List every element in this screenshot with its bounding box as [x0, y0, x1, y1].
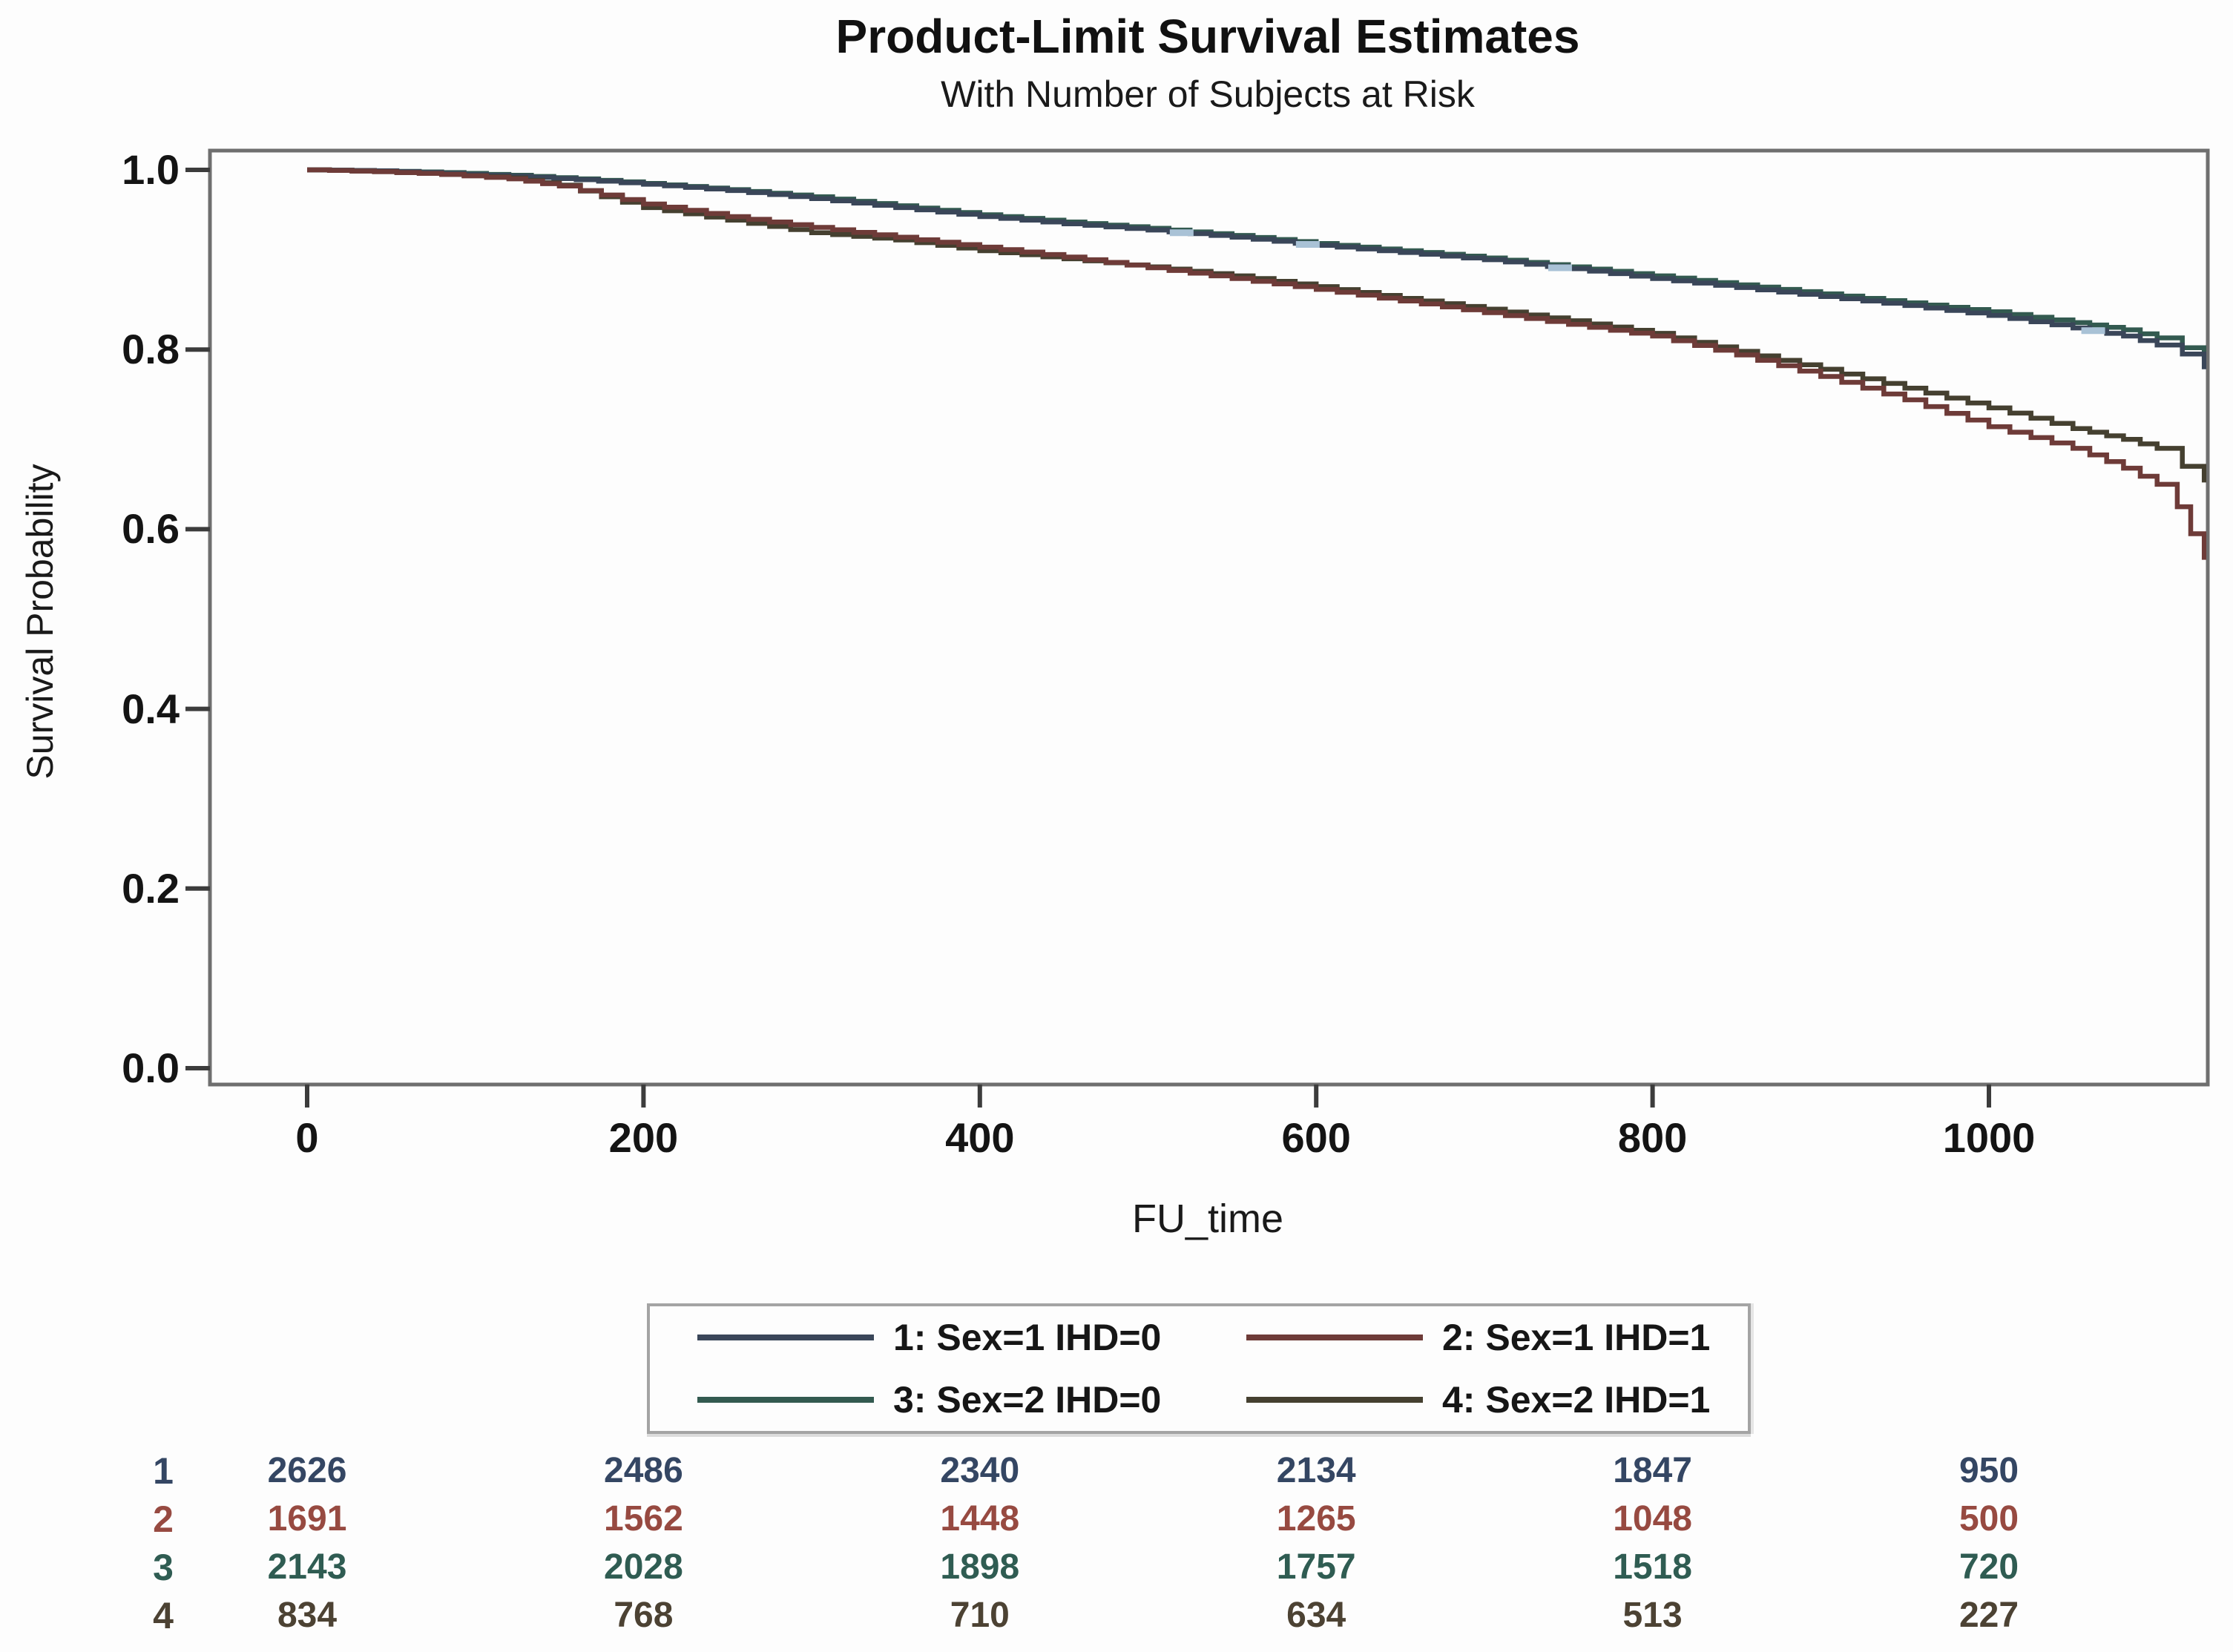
legend-line-swatch	[697, 1397, 874, 1403]
risk-count: 513	[1622, 1596, 1683, 1635]
survival-curve-4	[307, 167, 2206, 483]
legend-line-swatch	[1246, 1397, 1423, 1403]
legend-item: 2: Sex=1 IHD=1	[1199, 1306, 1748, 1369]
legend-box: 1: Sex=1 IHD=0 2: Sex=1 IHD=1 3: Sex=2 IHD…	[647, 1303, 1751, 1434]
plot-frame	[208, 148, 2210, 1087]
y-tick-label: 1.0	[122, 146, 180, 193]
risk-count: 834	[277, 1596, 338, 1635]
risk-count: 500	[1959, 1499, 2019, 1539]
risk-count: 2134	[1276, 1451, 1356, 1490]
risk-count: 2028	[604, 1547, 683, 1587]
risk-row-label: 4	[153, 1595, 174, 1636]
risk-count: 1562	[604, 1499, 683, 1539]
x-axis-title: FU_time	[1131, 1197, 1284, 1241]
risk-count: 634	[1286, 1596, 1346, 1635]
legend-label: 1: Sex=1 IHD=0	[893, 1317, 1162, 1358]
survival-curve-1	[307, 167, 2206, 369]
risk-count: 1265	[1276, 1499, 1356, 1539]
risk-count: 1518	[1613, 1547, 1692, 1587]
y-tick-label: 0.0	[122, 1044, 180, 1091]
legend-item: 1: Sex=1 IHD=0	[650, 1306, 1199, 1369]
risk-count: 2626	[267, 1451, 347, 1490]
chart-subtitle: With Number of Subjects at Risk	[941, 73, 1475, 115]
y-tick-label: 0.4	[122, 685, 180, 732]
y-tick-label: 0.2	[122, 864, 180, 912]
risk-count: 1898	[940, 1547, 1020, 1587]
risk-row-label: 2	[153, 1498, 174, 1540]
risk-count: 710	[950, 1596, 1010, 1635]
risk-count: 1757	[1276, 1547, 1356, 1587]
risk-count: 227	[1959, 1596, 2019, 1635]
x-tick-label: 1000	[1942, 1114, 2036, 1161]
risk-count: 1691	[267, 1499, 347, 1539]
risk-count: 950	[1959, 1451, 2019, 1490]
legend-line-swatch	[1246, 1335, 1423, 1340]
risk-count: 1448	[940, 1499, 1020, 1539]
y-tick-label: 0.8	[122, 326, 180, 373]
risk-count: 768	[614, 1596, 674, 1635]
survival-curve-3	[307, 167, 2206, 359]
legend-label: 2: Sex=1 IHD=1	[1442, 1317, 1711, 1358]
legend-line-swatch	[697, 1335, 874, 1340]
risk-count: 2143	[267, 1547, 347, 1587]
y-tick-label: 0.6	[122, 505, 180, 553]
risk-count: 1048	[1613, 1499, 1692, 1539]
x-tick-label: 800	[1617, 1114, 1688, 1161]
x-tick-label: 200	[608, 1114, 679, 1161]
page-title: Product-Limit Survival Estimates	[835, 10, 1580, 63]
legend-label: 4: Sex=2 IHD=1	[1442, 1379, 1711, 1421]
risk-row-label: 1	[153, 1450, 174, 1492]
risk-count: 2340	[940, 1451, 1020, 1490]
legend-item: 4: Sex=2 IHD=1	[1199, 1369, 1748, 1431]
risk-row-label: 3	[153, 1547, 174, 1588]
x-tick-label: 0	[295, 1114, 319, 1161]
x-tick-label: 400	[945, 1114, 1015, 1161]
x-tick-label: 600	[1281, 1114, 1351, 1161]
survival-curve-2	[307, 167, 2206, 560]
risk-count: 2486	[604, 1451, 683, 1490]
risk-count: 720	[1959, 1547, 2019, 1587]
legend-item: 3: Sex=2 IHD=0	[650, 1369, 1199, 1431]
legend-label: 3: Sex=2 IHD=0	[893, 1379, 1162, 1421]
risk-count: 1847	[1613, 1451, 1692, 1490]
